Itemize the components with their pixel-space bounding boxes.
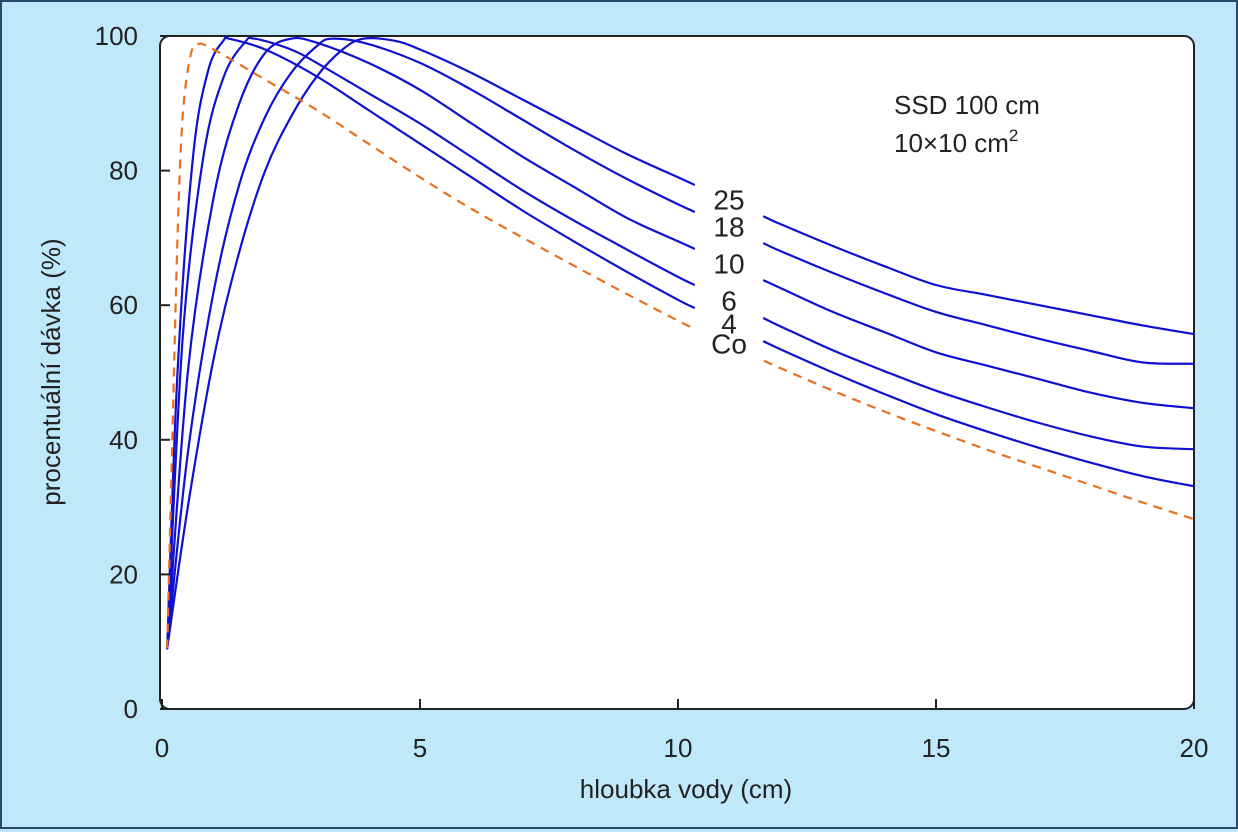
annotation-superscript: 2 xyxy=(1009,126,1018,145)
annotation-text: SSD 100 cm 10×10 cm2 xyxy=(894,90,1047,158)
x-tick-label: 10 xyxy=(664,733,693,763)
series-line-25-left xyxy=(166,37,696,650)
x-tick-label: 15 xyxy=(922,733,951,763)
y-tick-label: 40 xyxy=(109,425,138,455)
series-line-25-right xyxy=(762,215,1194,336)
plot-area xyxy=(159,35,1195,710)
series-line-18-right xyxy=(762,242,1194,365)
series-layer xyxy=(166,36,1194,650)
series-line-4-left xyxy=(166,36,696,650)
y-tick-label: 20 xyxy=(109,559,138,589)
series-line-6-left xyxy=(166,36,696,650)
annotation-line-2: 10×10 cm xyxy=(894,128,1009,158)
series-label-25: 25 xyxy=(713,185,744,216)
annotation-line-1: SSD 100 cm xyxy=(894,90,1040,120)
series-line-co-left xyxy=(166,42,695,649)
x-tick-label: 20 xyxy=(1180,733,1209,763)
series-label-4: 4 xyxy=(721,309,737,340)
series-line-4-right xyxy=(762,340,1194,488)
series-label-6: 6 xyxy=(721,286,737,317)
axis-ticks: 0 5 10 15 20 0 20 40 60 80 100 xyxy=(95,21,1209,763)
x-tick-label: 5 xyxy=(413,733,427,763)
x-tick-label: 0 xyxy=(155,733,169,763)
series-label-10: 10 xyxy=(713,249,744,280)
series-line-18-left xyxy=(166,37,696,650)
series-line-6-right xyxy=(762,317,1194,451)
y-tick-label: 0 xyxy=(124,694,138,724)
series-line-co-right xyxy=(763,359,1194,521)
series-label-18: 18 xyxy=(713,212,744,243)
x-axis-title: hloubka vody (cm) xyxy=(580,774,792,804)
series-line-10-right xyxy=(762,279,1194,410)
y-axis-title: procentuální dávka (%) xyxy=(36,238,66,505)
y-tick-label: 60 xyxy=(109,290,138,320)
y-tick-label: 100 xyxy=(95,21,138,51)
series-label-co: Co xyxy=(711,329,747,360)
series-line-10-left xyxy=(166,36,696,650)
y-tick-label: 80 xyxy=(109,156,138,186)
